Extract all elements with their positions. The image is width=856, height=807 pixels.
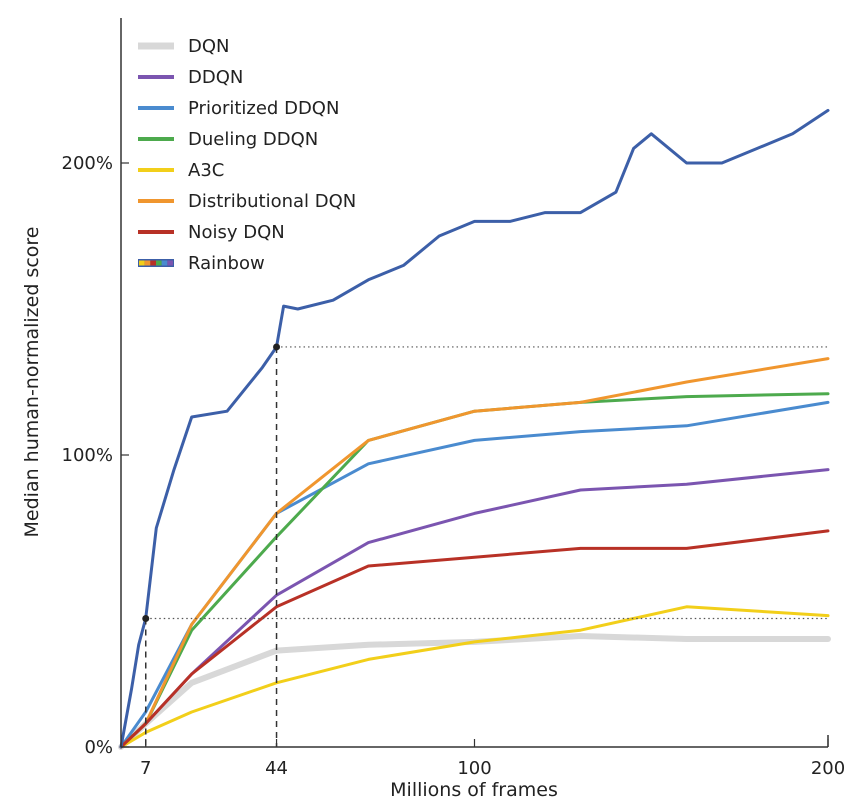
legend-label-noisy-dqn: Noisy DQN — [188, 222, 285, 243]
x-tick-label: 7 — [140, 758, 151, 779]
reference-marker-0 — [142, 615, 150, 623]
legend-swatch-rainbow-segment — [139, 260, 145, 266]
series-line-rainbow — [119, 108, 830, 749]
x-tick-label: 100 — [457, 758, 491, 779]
y-tick-label: 0% — [84, 737, 113, 758]
legend-swatch-rainbow-segment — [167, 260, 173, 266]
x-tick-label: 200 — [811, 758, 845, 779]
series-line-prioritized-ddqn — [119, 400, 830, 749]
series-line-noisy-dqn — [119, 529, 830, 749]
x-axis-label: Millions of frames — [390, 779, 558, 801]
legend-label-distributional-dqn: Distributional DQN — [188, 191, 356, 212]
y-axis-label: Median human-normalized score — [21, 227, 43, 538]
series-line-dqn — [118, 633, 831, 750]
series-lines — [118, 108, 831, 750]
series-line-dueling-ddqn — [119, 392, 830, 749]
reference-marker-1 — [273, 343, 281, 351]
legend-label-rainbow: Rainbow — [188, 253, 265, 274]
series-line-distributional-dqn — [119, 357, 830, 749]
legend-swatch-rainbow-segment — [156, 260, 162, 266]
legend-swatch-rainbow-segment — [144, 260, 151, 266]
reference-lines — [142, 343, 828, 747]
legend-label-prioritized-ddqn: Prioritized DDQN — [188, 98, 339, 119]
legend-label-dueling-ddqn: Dueling DDQN — [188, 129, 318, 150]
y-tick-label: 200% — [62, 153, 113, 174]
legend-swatch-rainbow-segment — [161, 260, 168, 266]
legend-label-dqn: DQN — [188, 36, 230, 57]
legend-label-ddqn: DDQN — [188, 67, 243, 88]
ticks: 7 44 100 200 0% 100% 200% — [62, 153, 846, 779]
legend-swatch-rainbow-segment — [150, 260, 156, 266]
legend-label-a3c: A3C — [188, 160, 224, 181]
series-line-a3c — [119, 605, 830, 749]
y-tick-label: 100% — [62, 445, 113, 466]
legend: DQN DDQN Prioritized DDQN Dueling DDQN A3C Di… — [138, 36, 356, 274]
x-tick-label: 44 — [265, 758, 288, 779]
